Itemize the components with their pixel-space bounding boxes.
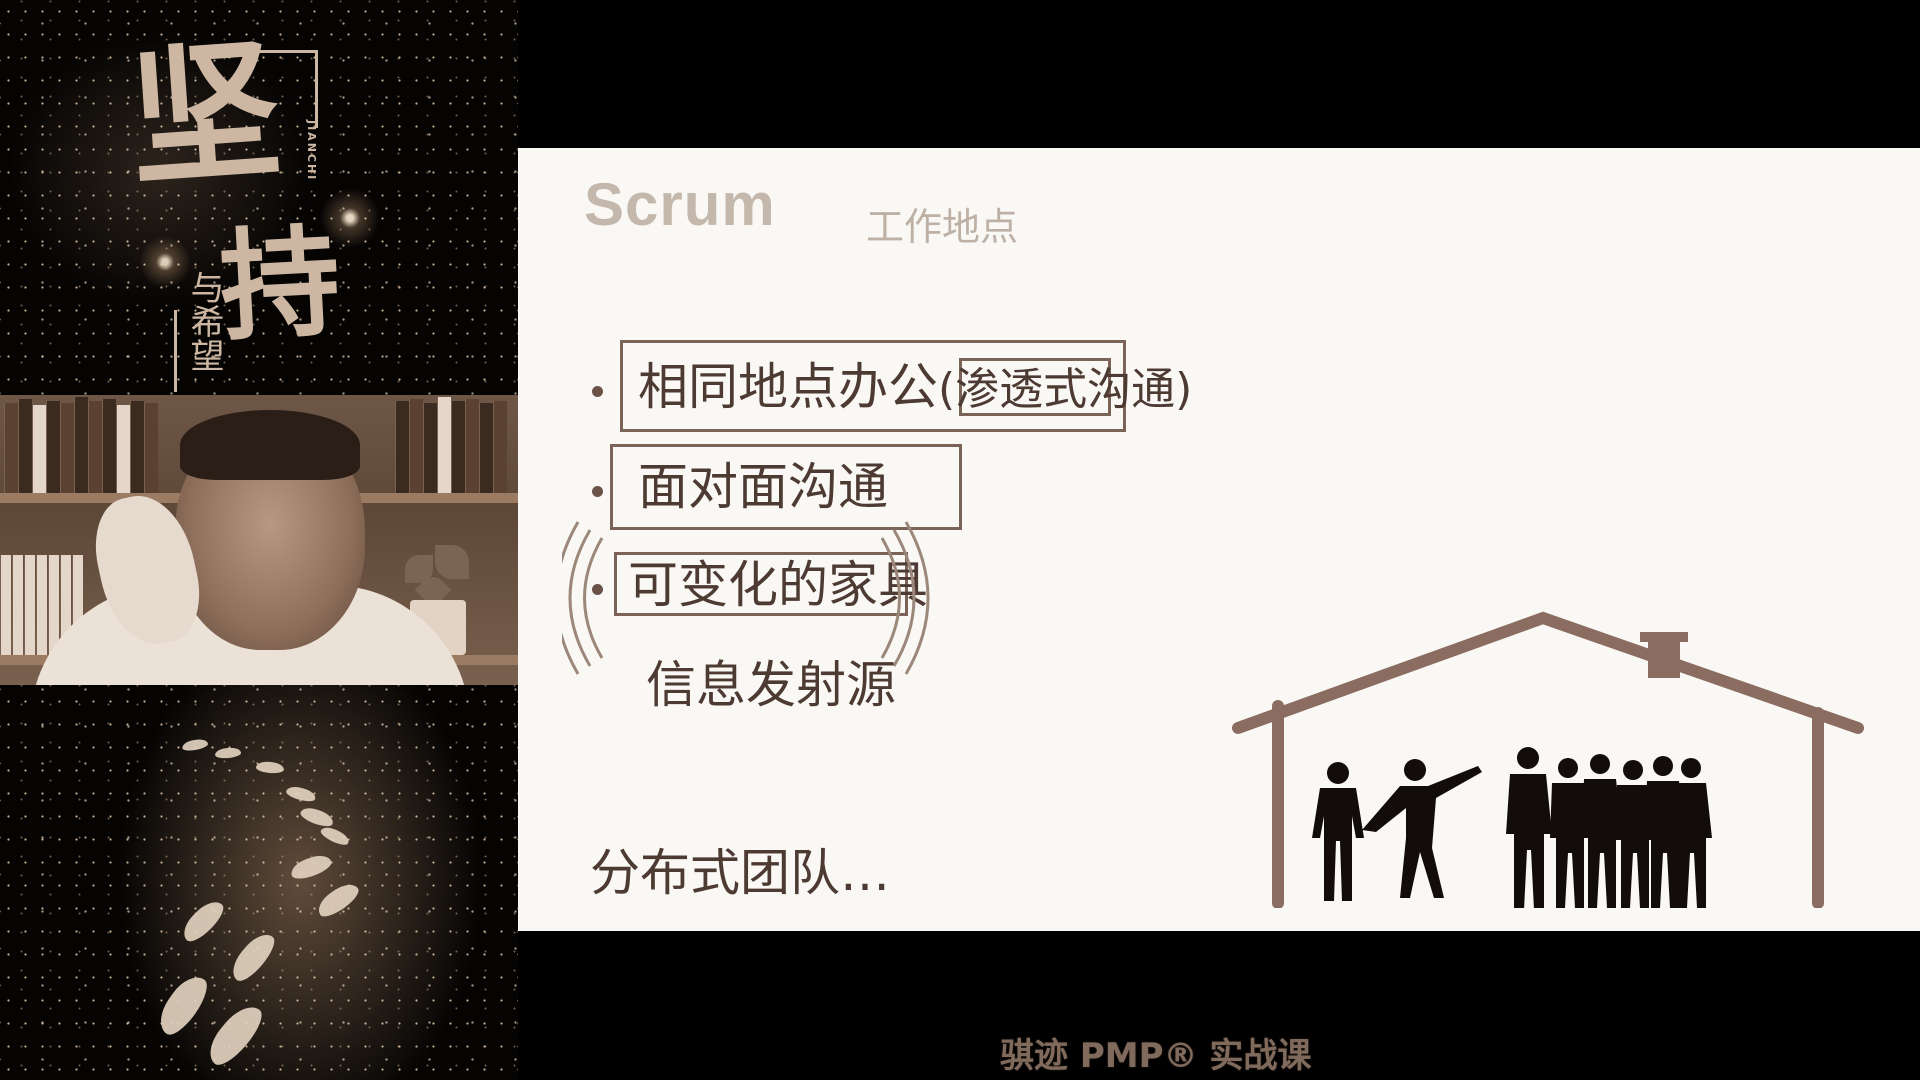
highlight-box-inner [959, 358, 1111, 416]
bullet-dot [592, 386, 603, 397]
distributed-team-label: 分布式团队… [590, 844, 890, 902]
team-silhouette-icon [1312, 747, 1712, 908]
bullet-item-2: 面对面沟通 [638, 458, 888, 516]
course-brand-watermark: 骐迹 PMP® 实战课 [1000, 1036, 1312, 1076]
slide-title: Scrum [584, 171, 776, 238]
poster-frame-line [174, 310, 177, 392]
poster-pinyin: JIANCHI [305, 120, 318, 182]
bullet-dot [592, 584, 603, 595]
bullet-item-1-main: 相同地点办公 [638, 358, 938, 416]
highlight-box [620, 340, 1126, 432]
presenter-hair [180, 410, 360, 480]
slide: Scrum 工作地点 相同地点办公(渗透式沟通) 面对面沟通 可变化的家具 信息… [518, 148, 1920, 931]
bullet-item-1: 相同地点办公(渗透式沟通) [638, 362, 1192, 412]
highlight-box [610, 444, 962, 530]
signal-waves-icon [562, 521, 930, 675]
slide-subtitle: 工作地点 [866, 205, 1019, 249]
bullet-dot [592, 486, 603, 497]
poster-title-main: 坚 [124, 22, 276, 208]
poster-title-second: 持 [216, 210, 344, 359]
house-icon [1232, 611, 1864, 908]
poster-frame-line [244, 50, 316, 53]
bullet-item-1-paren: (渗透式沟通) [938, 364, 1193, 415]
poster-subtitle: 与希望 [184, 270, 224, 372]
webcam-video [0, 395, 518, 685]
highlight-box [614, 552, 908, 616]
info-radiator-label: 信息发射源 [646, 656, 896, 714]
poster-frame-line [315, 50, 318, 128]
bullet-item-3: 可变化的家具 [628, 556, 928, 614]
